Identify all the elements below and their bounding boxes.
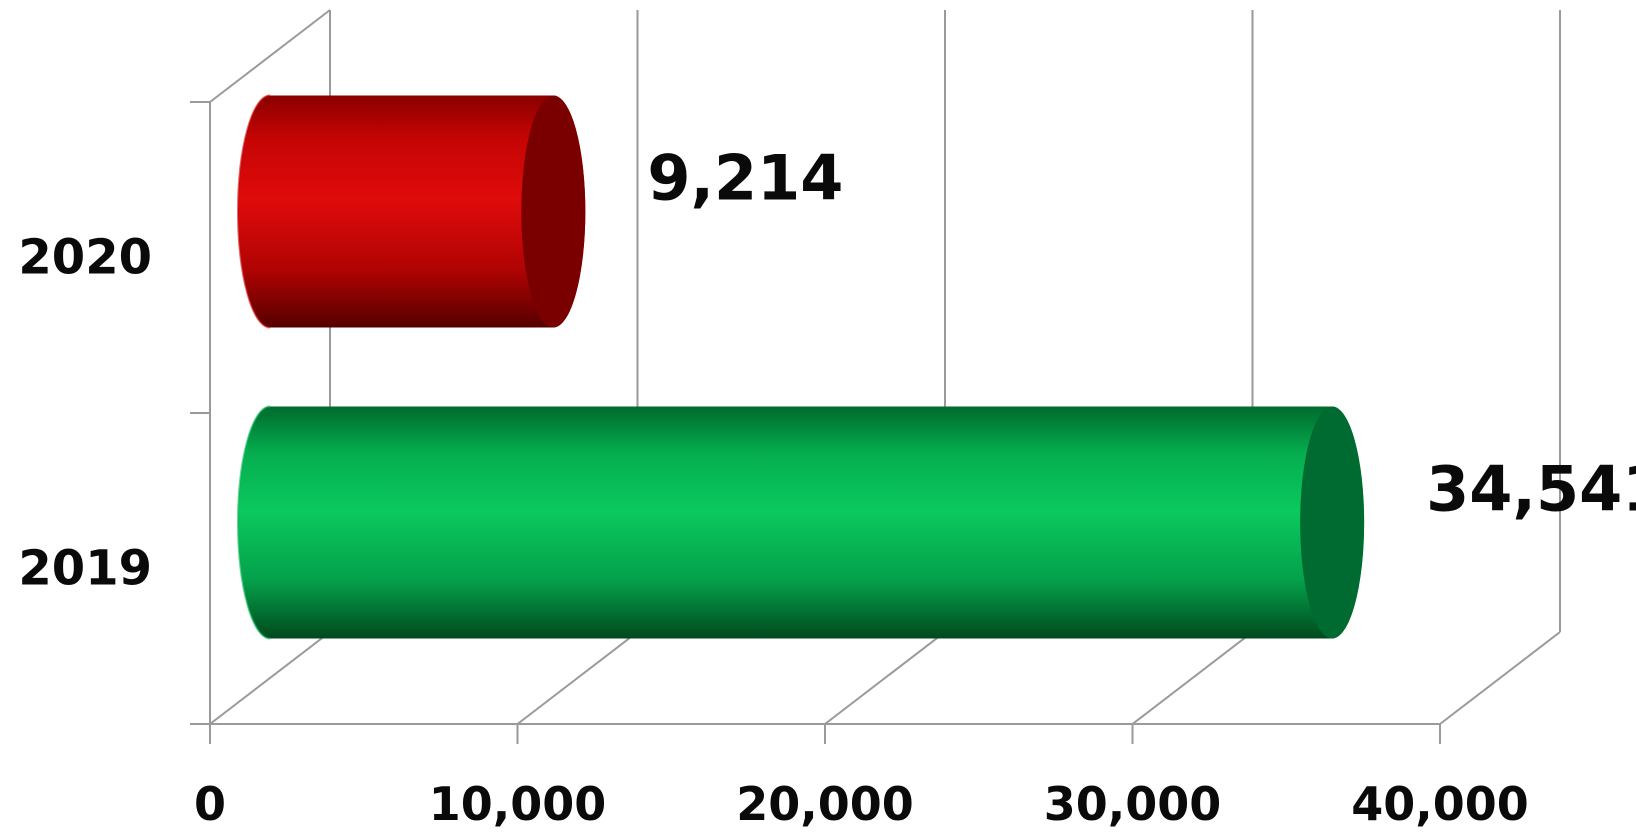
gridline-floor bbox=[1131, 631, 1254, 725]
bar-body bbox=[238, 406, 1365, 639]
x-tick-label: 20,000 bbox=[736, 777, 914, 831]
bar-2020 bbox=[237, 94, 586, 329]
bar-start-edge bbox=[237, 405, 271, 640]
category-label-2020: 2020 bbox=[18, 230, 152, 286]
gridline-floor bbox=[516, 631, 639, 725]
bar-end-cap bbox=[1300, 406, 1365, 639]
x-tick-label: 40,000 bbox=[1351, 777, 1529, 831]
bar-start-edge bbox=[237, 94, 271, 329]
gridline-floor bbox=[209, 631, 331, 725]
data-label-2019: 34,541 bbox=[1426, 453, 1636, 526]
x-tick-label: 30,000 bbox=[1044, 777, 1222, 831]
data-label-2020: 9,214 bbox=[647, 142, 843, 215]
x-tick-label: 0 bbox=[194, 777, 226, 831]
bar-body bbox=[238, 95, 586, 328]
gridline-floor bbox=[1439, 631, 1561, 725]
bar-2019 bbox=[237, 405, 1365, 640]
chart-labels: 0 10,000 20,000 30,000 40,000 9,214 2020 34,541… bbox=[18, 142, 1636, 832]
category-label-2019: 2019 bbox=[18, 541, 152, 597]
gridline-floor bbox=[824, 631, 946, 725]
side-wall-top-edge bbox=[209, 9, 331, 103]
x-tick-label: 10,000 bbox=[429, 777, 607, 831]
chart-bars bbox=[237, 94, 1365, 640]
bar-end-cap bbox=[521, 95, 586, 328]
